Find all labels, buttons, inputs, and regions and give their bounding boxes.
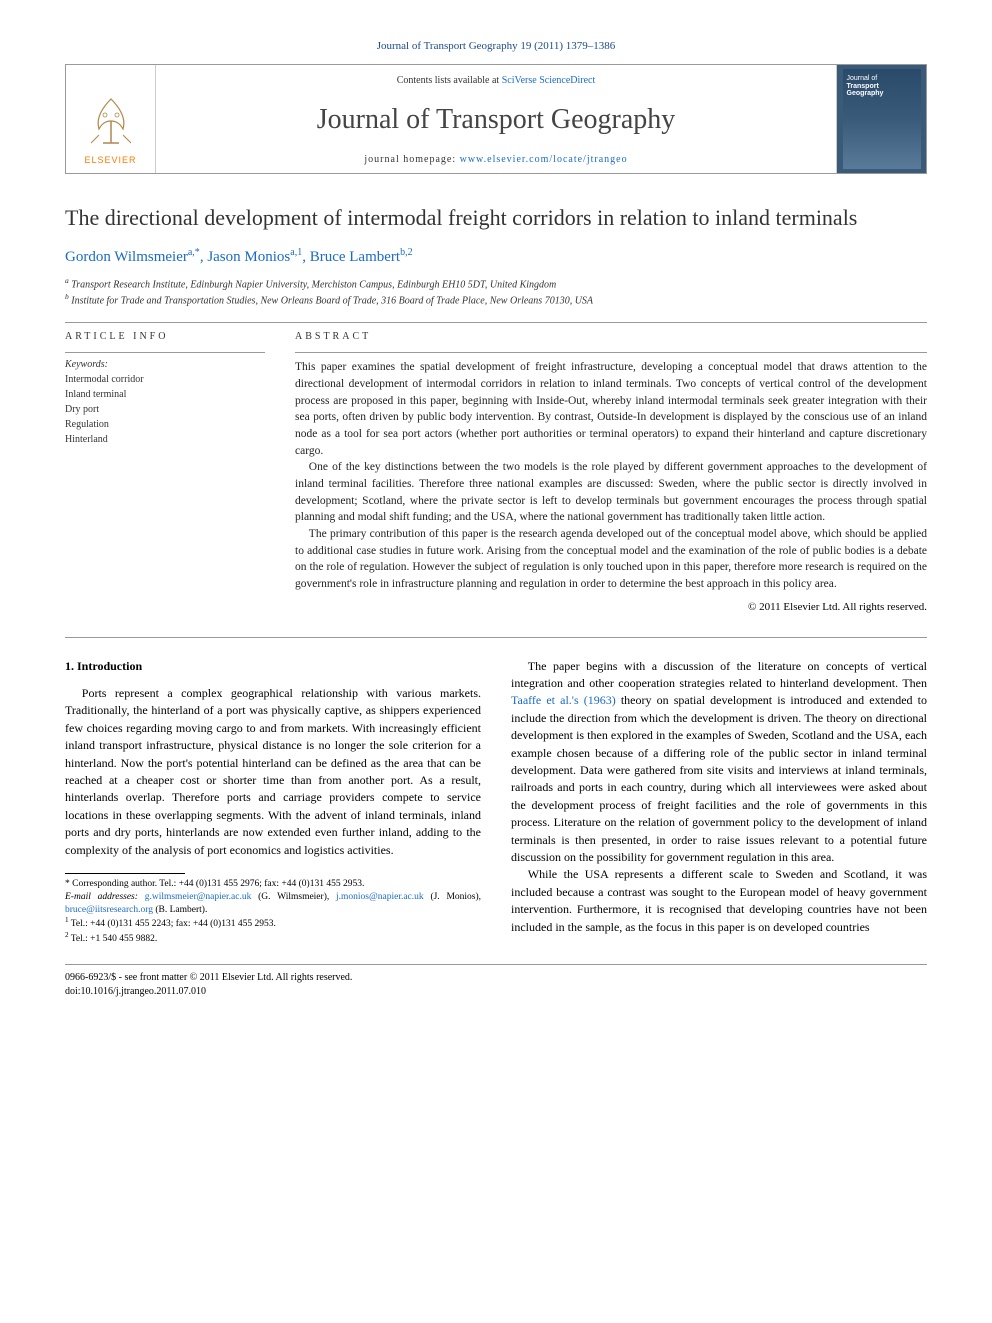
author-email-link[interactable]: bruce@iitsresearch.org bbox=[65, 905, 153, 915]
author-list: Gordon Wilmsmeiera,*, Jason Moniosa,1, B… bbox=[65, 247, 927, 266]
issn-line: 0966-6923/$ - see front matter © 2011 El… bbox=[65, 971, 927, 985]
footnote-text: Tel.: +44 (0)131 455 2243; fax: +44 (0)1… bbox=[71, 920, 276, 930]
bottom-bar: 0966-6923/$ - see front matter © 2011 El… bbox=[65, 964, 927, 999]
article-title: The directional development of intermoda… bbox=[65, 204, 927, 233]
abstract-paragraph: The primary contribution of this paper i… bbox=[295, 526, 927, 593]
footnote-line: 2 Tel.: +1 540 455 9882. bbox=[65, 931, 481, 946]
section-heading: 1. Introduction bbox=[65, 658, 481, 675]
affiliation-text: Institute for Trade and Transportation S… bbox=[71, 295, 593, 306]
publisher-block: ELSEVIER bbox=[66, 65, 156, 173]
author-mark: a,* bbox=[188, 247, 200, 258]
keyword: Regulation bbox=[65, 417, 265, 432]
keywords-label: Keywords: bbox=[65, 359, 265, 370]
elsevier-tree-icon bbox=[81, 91, 141, 151]
doi-line: doi:10.1016/j.jtrangeo.2011.07.010 bbox=[65, 985, 927, 999]
journal-cover-thumb: Journal of Transport Geography bbox=[843, 69, 921, 169]
keyword: Dry port bbox=[65, 402, 265, 417]
author-name: Jason Monios bbox=[207, 249, 290, 265]
sciencedirect-link[interactable]: SciVerse ScienceDirect bbox=[502, 75, 596, 86]
article-info-column: ARTICLE INFO Keywords: Intermodal corrid… bbox=[65, 331, 265, 612]
cover-thumb-block: Journal of Transport Geography bbox=[836, 65, 926, 173]
author-name: Bruce Lambert bbox=[310, 249, 400, 265]
body-left-column: 1. Introduction Ports represent a comple… bbox=[65, 658, 481, 947]
email-who: (J. Monios) bbox=[430, 892, 478, 902]
affiliation: a Transport Research Institute, Edinburg… bbox=[65, 276, 927, 292]
abstract-text: This paper examines the spatial developm… bbox=[295, 359, 927, 592]
abstract-copyright: © 2011 Elsevier Ltd. All rights reserved… bbox=[295, 601, 927, 613]
footnote-rule bbox=[65, 873, 185, 874]
masthead-center: Contents lists available at SciVerse Sci… bbox=[156, 65, 836, 173]
author-email-link[interactable]: j.monios@napier.ac.uk bbox=[336, 892, 424, 902]
body-paragraph: Ports represent a complex geographical r… bbox=[65, 685, 481, 859]
abstract-column: ABSTRACT This paper examines the spatial… bbox=[295, 331, 927, 612]
contents-prefix: Contents lists available at bbox=[397, 75, 502, 86]
author-mark: b,2 bbox=[400, 247, 413, 258]
author-mark: a,1 bbox=[290, 247, 302, 258]
footnote-line: 1 Tel.: +44 (0)131 455 2243; fax: +44 (0… bbox=[65, 916, 481, 931]
divider bbox=[295, 352, 927, 353]
affiliation: b Institute for Trade and Transportation… bbox=[65, 292, 927, 308]
cover-caption-bottom: Transport Geography bbox=[847, 83, 917, 98]
article-info-label: ARTICLE INFO bbox=[65, 331, 265, 342]
divider bbox=[65, 637, 927, 638]
cover-caption-top: Journal of bbox=[847, 75, 917, 83]
email-who: (B. Lambert) bbox=[155, 905, 205, 915]
body-right-column: The paper begins with a discussion of th… bbox=[511, 658, 927, 947]
body-paragraph: While the USA represents a different sca… bbox=[511, 866, 927, 936]
info-abstract-row: ARTICLE INFO Keywords: Intermodal corrid… bbox=[65, 331, 927, 612]
email-addresses: E-mail addresses: g.wilmsmeier@napier.ac… bbox=[65, 891, 481, 917]
footnote-mark: 2 bbox=[65, 931, 69, 939]
keyword: Inland terminal bbox=[65, 387, 265, 402]
homepage-link[interactable]: www.elsevier.com/locate/jtrangeo bbox=[460, 154, 628, 165]
footnotes-block: * Corresponding author. Tel.: +44 (0)131… bbox=[65, 878, 481, 946]
publisher-label: ELSEVIER bbox=[84, 155, 136, 165]
divider bbox=[65, 322, 927, 323]
author-email-link[interactable]: g.wilmsmeier@napier.ac.uk bbox=[145, 892, 252, 902]
contents-line: Contents lists available at SciVerse Sci… bbox=[166, 75, 826, 86]
keywords-list: Intermodal corridor Inland terminal Dry … bbox=[65, 372, 265, 447]
journal-name: Journal of Transport Geography bbox=[166, 104, 826, 136]
footnote-text: Tel.: +1 540 455 9882. bbox=[71, 935, 158, 945]
footnote-mark: 1 bbox=[65, 916, 69, 924]
divider bbox=[65, 352, 265, 353]
body-two-column: 1. Introduction Ports represent a comple… bbox=[65, 658, 927, 947]
page-container: Journal of Transport Geography 19 (2011)… bbox=[0, 0, 992, 1029]
abstract-label: ABSTRACT bbox=[295, 331, 927, 342]
keyword: Intermodal corridor bbox=[65, 372, 265, 387]
aff-mark: a bbox=[65, 276, 69, 285]
email-who: (G. Wilmsmeier) bbox=[258, 892, 327, 902]
running-header: Journal of Transport Geography 19 (2011)… bbox=[65, 40, 927, 52]
affiliations: a Transport Research Institute, Edinburg… bbox=[65, 276, 927, 309]
corresponding-author-note: * Corresponding author. Tel.: +44 (0)131… bbox=[65, 878, 481, 891]
homepage-line: journal homepage: www.elsevier.com/locat… bbox=[166, 154, 826, 165]
aff-mark: b bbox=[65, 292, 69, 301]
abstract-paragraph: One of the key distinctions between the … bbox=[295, 459, 927, 526]
email-label: E-mail addresses: bbox=[65, 892, 138, 902]
homepage-prefix: journal homepage: bbox=[364, 154, 459, 165]
body-paragraph: The paper begins with a discussion of th… bbox=[511, 658, 927, 867]
affiliation-text: Transport Research Institute, Edinburgh … bbox=[71, 279, 556, 290]
masthead: ELSEVIER Contents lists available at Sci… bbox=[65, 64, 927, 174]
keyword: Hinterland bbox=[65, 432, 265, 447]
author-name: Gordon Wilmsmeier bbox=[65, 249, 188, 265]
citation-link[interactable]: Taaffe et al.'s (1963) bbox=[511, 693, 616, 707]
abstract-paragraph: This paper examines the spatial developm… bbox=[295, 359, 927, 459]
